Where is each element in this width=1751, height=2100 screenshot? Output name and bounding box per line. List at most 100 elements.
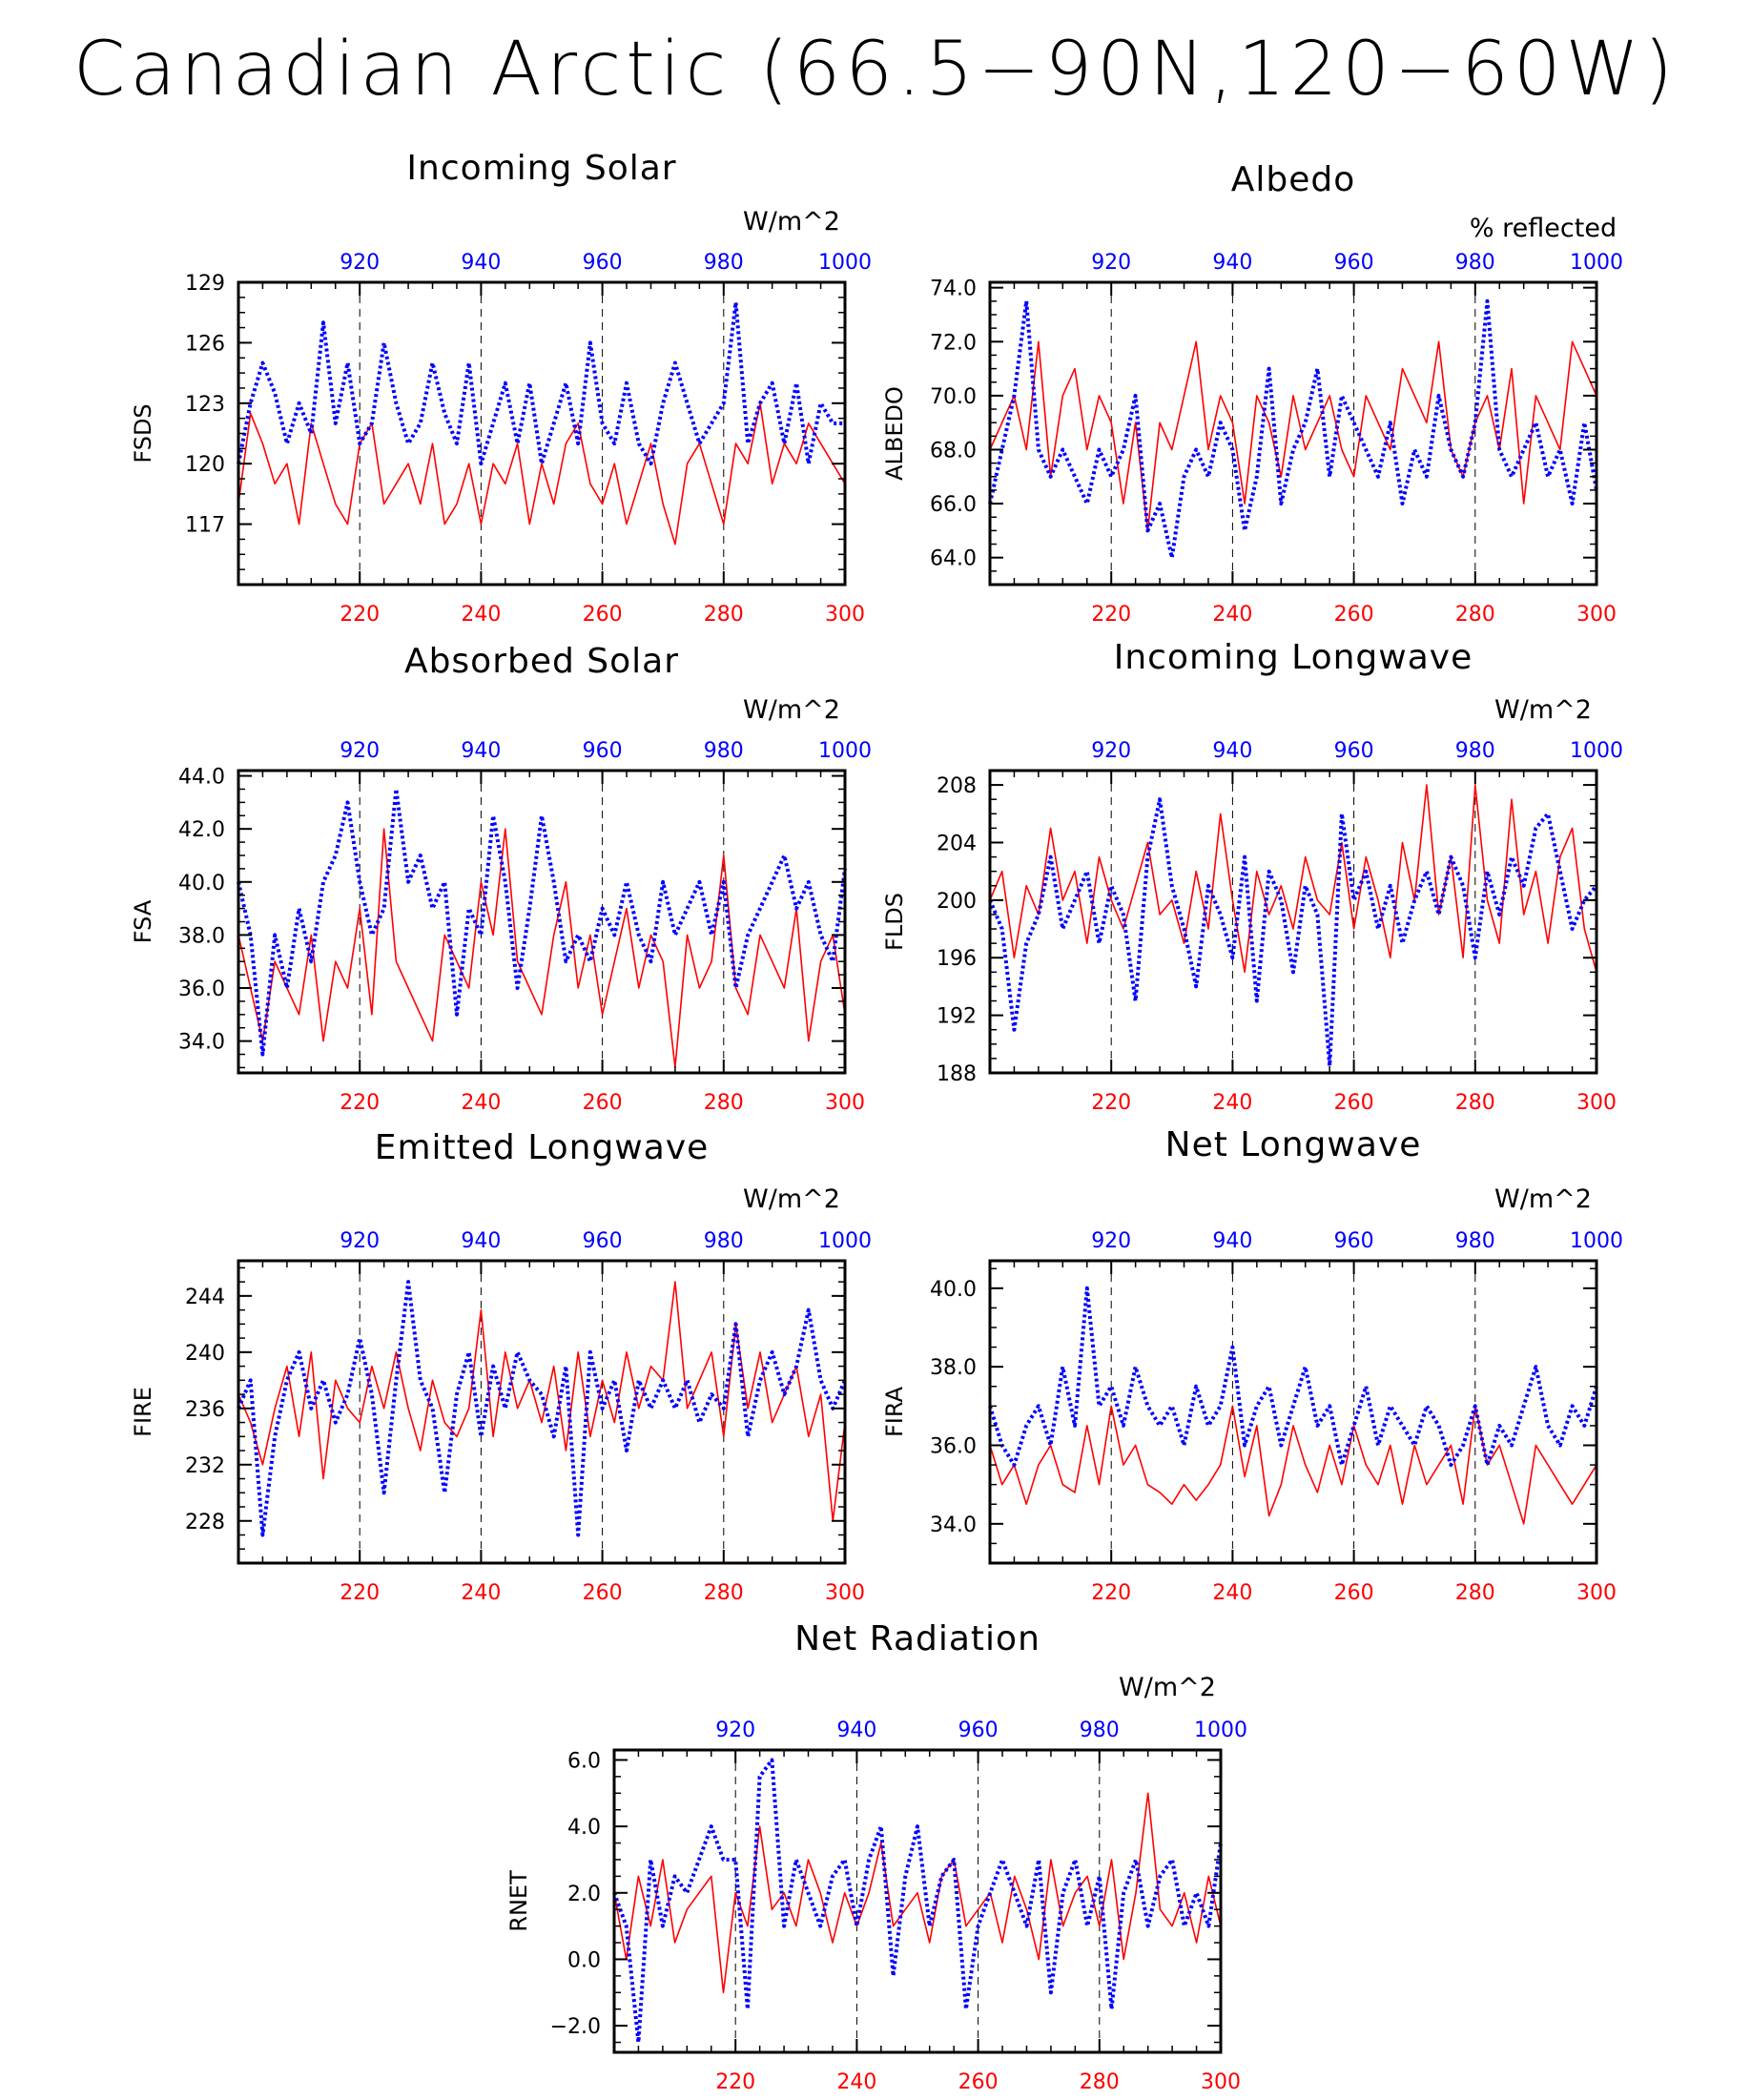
x-tick-label-top: 960 bbox=[583, 1229, 623, 1253]
series-line-top-axis bbox=[988, 797, 1598, 1068]
x-tick-label-bottom: 220 bbox=[1091, 603, 1131, 627]
y-tick-label: −2.0 bbox=[550, 2015, 601, 2039]
y-tick-label: 123 bbox=[185, 393, 225, 417]
x-tick-label-bottom: 240 bbox=[836, 2070, 876, 2094]
x-tick-label-top: 940 bbox=[1212, 251, 1252, 275]
y-tick-label: 240 bbox=[185, 1342, 225, 1366]
x-tick-label-top: 980 bbox=[1455, 1229, 1495, 1253]
panel-title: Emitted Longwave bbox=[375, 1128, 710, 1167]
x-tick-label-top: 1000 bbox=[818, 251, 872, 275]
panel-title: Incoming Solar bbox=[406, 149, 676, 188]
y-axis-label: FIRE bbox=[130, 1387, 156, 1437]
y-tick-label: 36.0 bbox=[178, 978, 225, 1001]
chart-panel: Net Longwave W/m^2 FIRA 34.0 36.0 38.0 40.0 220… bbox=[881, 1125, 1623, 1605]
x-tick-label-bottom: 280 bbox=[704, 1581, 744, 1605]
plot-frame bbox=[237, 769, 847, 1075]
series-line-bottom-axis bbox=[613, 1792, 1222, 1994]
series-line-top-axis bbox=[988, 1286, 1598, 1468]
chart-panel: Incoming Longwave W/m^2 FLDS 188 192 196 200 20… bbox=[881, 638, 1623, 1115]
y-tick-label: 117 bbox=[185, 514, 225, 538]
x-tick-label-top: 920 bbox=[340, 739, 380, 763]
panel-title: Net Longwave bbox=[1165, 1125, 1422, 1164]
x-tick-label-bottom: 260 bbox=[583, 603, 623, 627]
chart-panel: Albedo % reflected ALBEDO 64.0 66.0 68.0 70.0 7… bbox=[881, 160, 1623, 627]
x-tick-label-bottom: 260 bbox=[1334, 1091, 1374, 1115]
y-tick-label: 68.0 bbox=[930, 439, 977, 463]
x-tick-label-bottom: 260 bbox=[1334, 603, 1374, 627]
y-tick-label: 40.0 bbox=[930, 1278, 977, 1302]
plot-frame bbox=[988, 1259, 1598, 1565]
x-tick-label-top: 940 bbox=[1212, 1229, 1252, 1253]
x-tick-label-bottom: 280 bbox=[1080, 2070, 1120, 2094]
x-tick-label-top: 940 bbox=[836, 1719, 876, 1742]
x-tick-label-top: 1000 bbox=[1570, 739, 1623, 763]
x-tick-label-bottom: 240 bbox=[461, 1581, 501, 1605]
series-line-bottom-axis bbox=[237, 401, 846, 546]
x-tick-label-top: 980 bbox=[1455, 739, 1495, 763]
unit-label: W/m^2 bbox=[1494, 695, 1592, 725]
x-tick-label-bottom: 280 bbox=[1455, 603, 1495, 627]
chart-panel: Emitted Longwave W/m^2 FIRE 228 232 236 240 244… bbox=[130, 1128, 872, 1605]
y-tick-label: 192 bbox=[937, 1005, 977, 1029]
y-tick-label: 34.0 bbox=[930, 1513, 977, 1537]
x-tick-label-top: 1000 bbox=[1194, 1719, 1247, 1742]
series-line-top-axis bbox=[237, 300, 845, 466]
x-tick-label-top: 1000 bbox=[818, 739, 872, 763]
y-tick-label: 70.0 bbox=[930, 385, 977, 409]
y-axis-label: ALBEDO bbox=[881, 386, 908, 481]
y-tick-label: 188 bbox=[937, 1062, 977, 1086]
y-tick-label: 74.0 bbox=[930, 278, 977, 301]
x-tick-label-bottom: 300 bbox=[1201, 2070, 1241, 2094]
x-tick-label-bottom: 220 bbox=[340, 603, 380, 627]
x-tick-label-bottom: 300 bbox=[1576, 603, 1617, 627]
series-line-top-axis bbox=[237, 787, 847, 1057]
x-tick-label-top: 920 bbox=[340, 251, 380, 275]
y-tick-label: 208 bbox=[937, 774, 977, 798]
panel-title: Net Radiation bbox=[794, 1619, 1040, 1658]
panel-title: Incoming Longwave bbox=[1114, 638, 1473, 677]
x-tick-label-bottom: 240 bbox=[461, 1091, 501, 1115]
x-tick-label-top: 940 bbox=[461, 739, 501, 763]
series-line-top-axis bbox=[988, 299, 1598, 560]
x-tick-label-bottom: 300 bbox=[825, 603, 865, 627]
x-tick-label-bottom: 240 bbox=[1212, 1091, 1252, 1115]
x-tick-label-top: 920 bbox=[1091, 1229, 1131, 1253]
series-line-bottom-axis bbox=[989, 340, 1597, 532]
page-title: Canadian Arctic (66.5−90N,120−60W) bbox=[72, 27, 1679, 113]
x-tick-label-bottom: 280 bbox=[704, 603, 744, 627]
x-tick-label-bottom: 260 bbox=[958, 2070, 999, 2094]
panel-title: Albedo bbox=[1231, 160, 1356, 199]
x-tick-label-bottom: 220 bbox=[1091, 1581, 1131, 1605]
x-tick-label-top: 960 bbox=[1334, 251, 1374, 275]
x-tick-label-bottom: 240 bbox=[1212, 603, 1252, 627]
chart-panel: Net Radiation W/m^2 RNET −2.0 0.0 2.0 4.0 6.0 22… bbox=[505, 1619, 1247, 2094]
y-tick-label: 44.0 bbox=[178, 766, 225, 790]
x-tick-label-top: 940 bbox=[1212, 739, 1252, 763]
y-tick-label: 236 bbox=[185, 1398, 225, 1422]
y-tick-label: 64.0 bbox=[930, 547, 977, 571]
x-tick-label-top: 1000 bbox=[1570, 1229, 1623, 1253]
y-tick-label: 72.0 bbox=[930, 331, 977, 355]
plot-frame bbox=[237, 1259, 847, 1565]
y-tick-label: 66.0 bbox=[930, 493, 977, 517]
x-tick-label-bottom: 300 bbox=[1576, 1581, 1617, 1605]
x-tick-label-top: 960 bbox=[1334, 1229, 1374, 1253]
panel-title: Absorbed Solar bbox=[404, 642, 679, 681]
y-tick-label: 204 bbox=[937, 832, 977, 855]
x-tick-label-bottom: 280 bbox=[704, 1091, 744, 1115]
unit-label: W/m^2 bbox=[743, 1184, 840, 1214]
series-line-bottom-axis bbox=[237, 1281, 846, 1522]
x-tick-label-bottom: 220 bbox=[340, 1581, 380, 1605]
x-tick-label-top: 980 bbox=[1080, 1719, 1120, 1742]
x-tick-label-top: 960 bbox=[1334, 739, 1374, 763]
y-tick-label: 34.0 bbox=[178, 1031, 225, 1055]
y-tick-label: 120 bbox=[185, 453, 225, 477]
x-tick-label-bottom: 260 bbox=[583, 1581, 623, 1605]
series-line-bottom-axis bbox=[989, 1405, 1597, 1525]
unit-label: W/m^2 bbox=[743, 695, 840, 725]
unit-label: W/m^2 bbox=[743, 207, 840, 237]
plot-frame bbox=[612, 1748, 1223, 2054]
y-tick-label: 228 bbox=[185, 1511, 225, 1534]
x-tick-label-top: 960 bbox=[958, 1719, 999, 1742]
